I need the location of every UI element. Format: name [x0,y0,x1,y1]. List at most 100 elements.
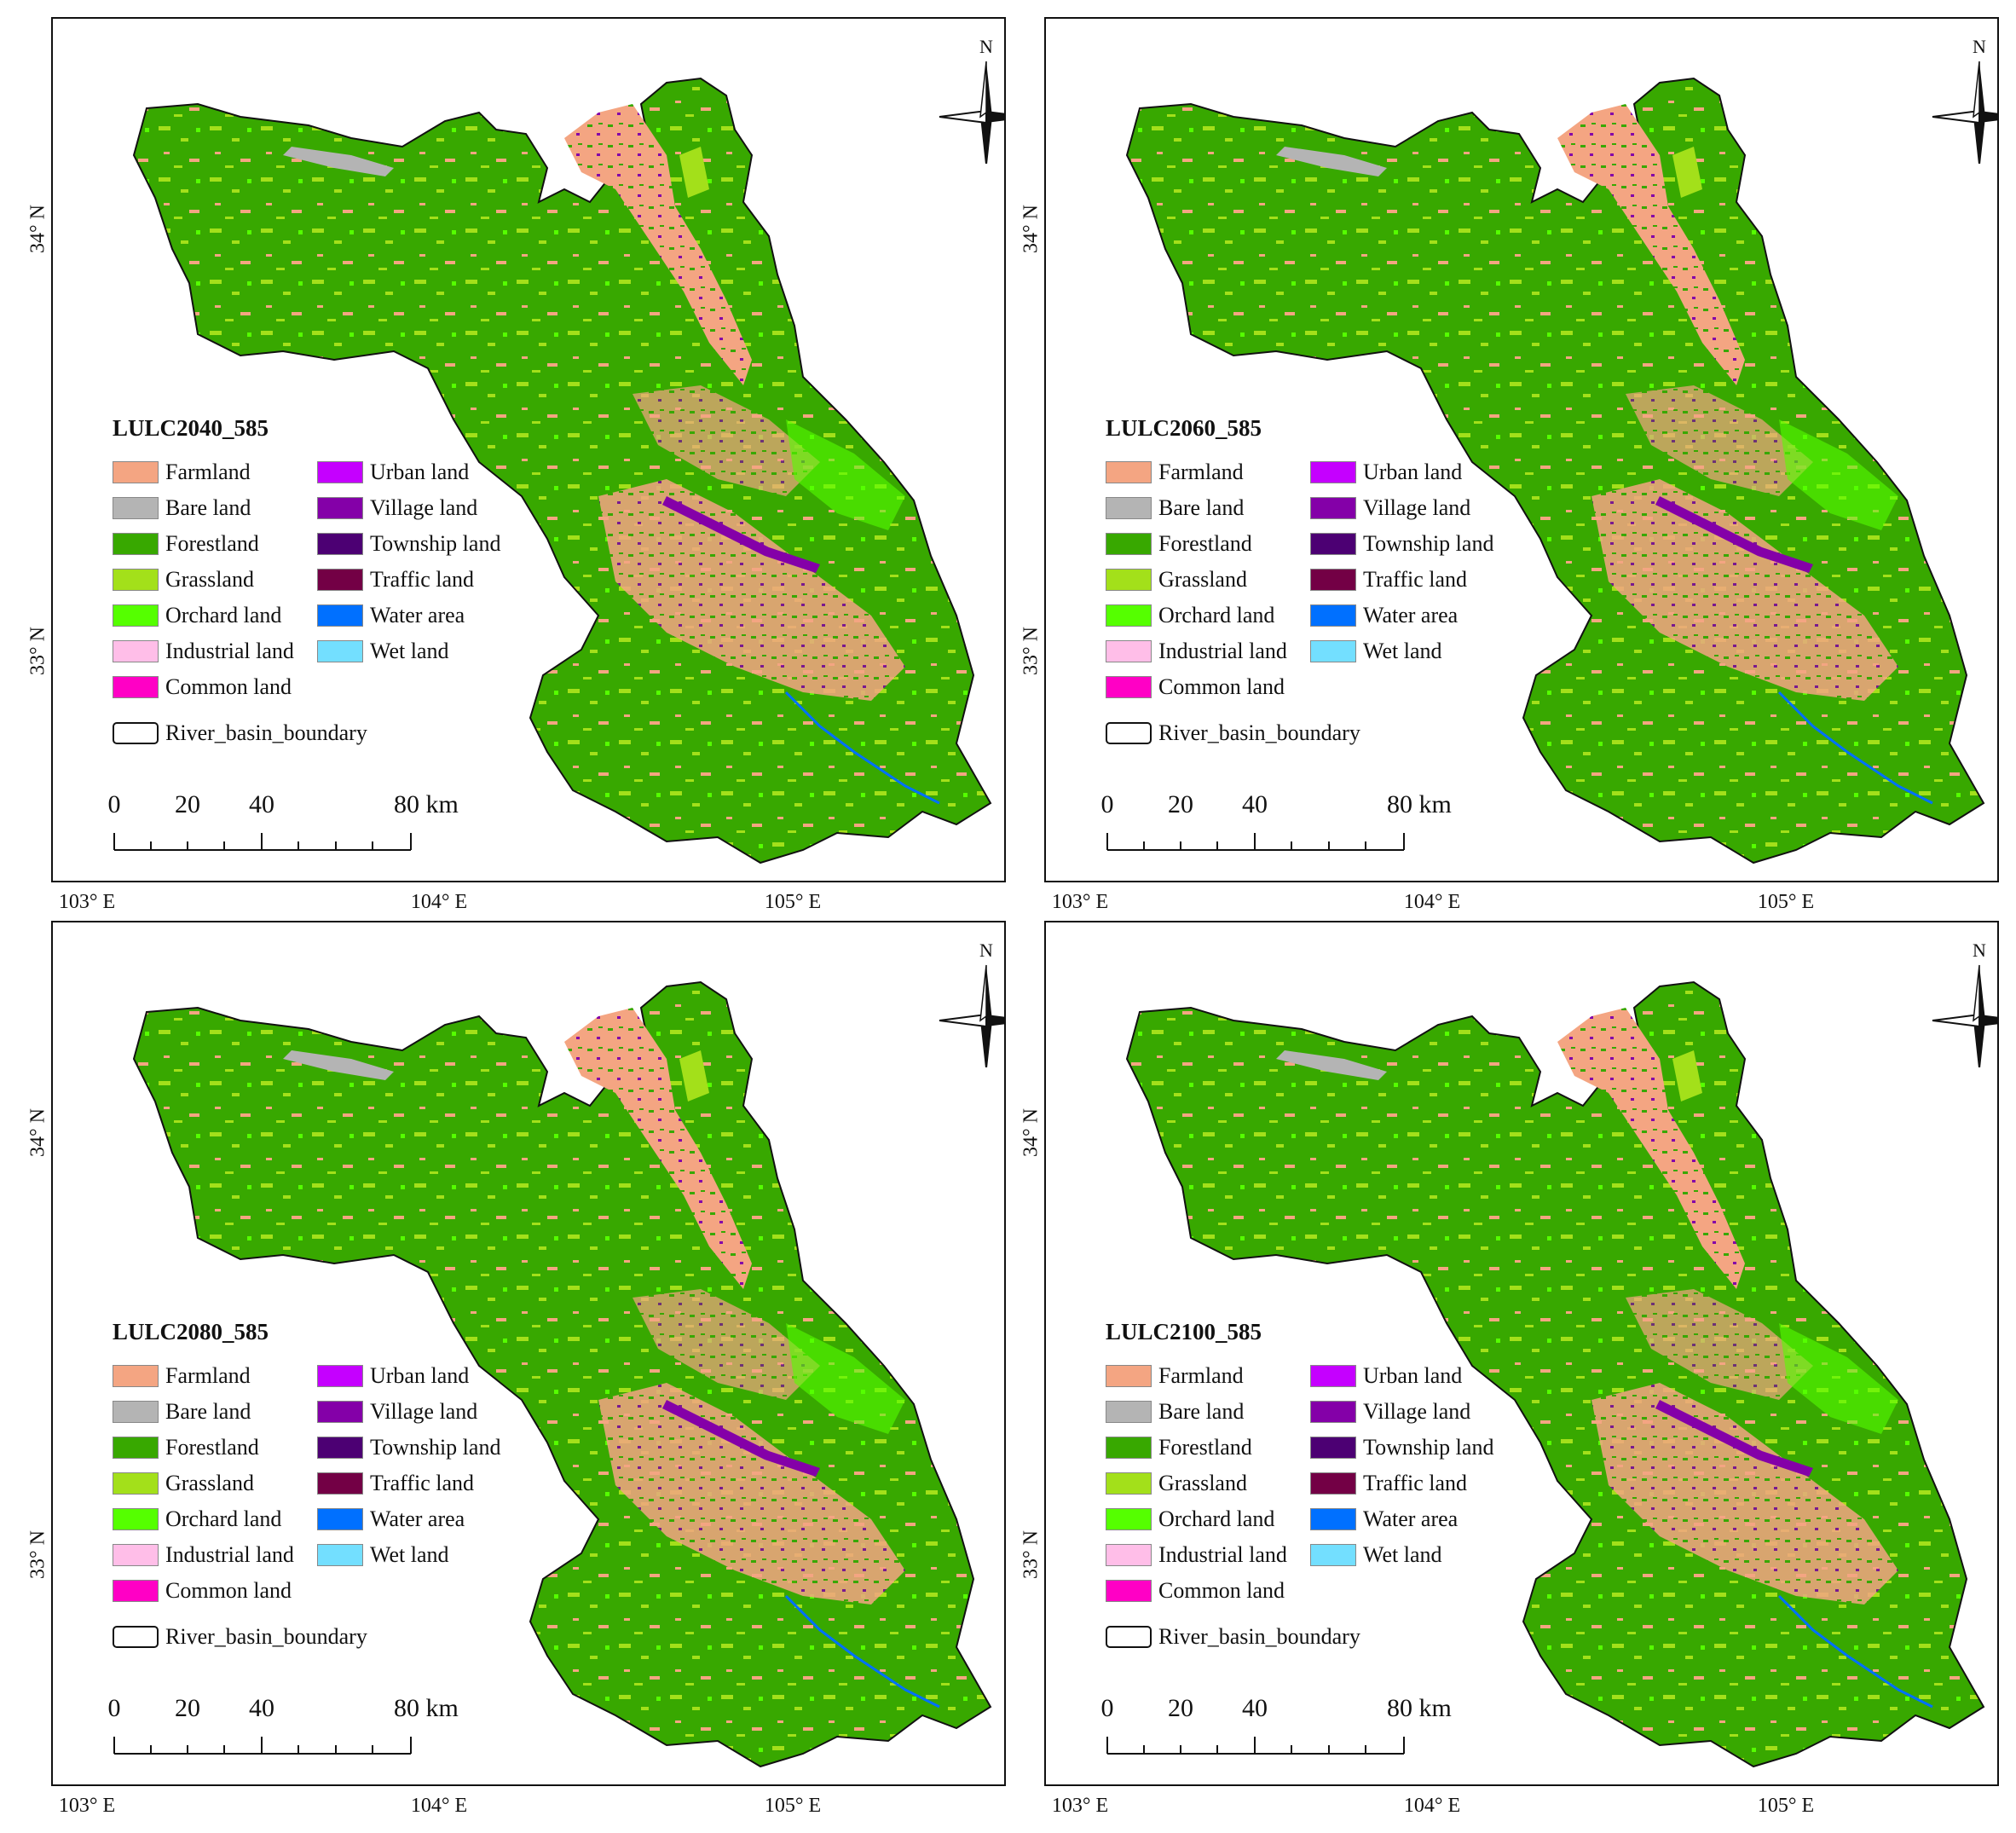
north-arrow: N [931,36,1004,172]
swatch-bare [1106,497,1152,519]
legend-item: Township land [317,526,500,562]
farmland-south [598,479,905,701]
legend-item: Common land [113,1573,294,1609]
legend-item: Grassland [1106,562,1287,598]
legend-item: Common land [113,669,294,705]
lon-label-103: 103° E [58,1795,116,1817]
swatch-industrial [1106,640,1152,662]
legend-col-right: Urban land Village land Township land Tr… [1310,454,1493,669]
legend-item: Forestland [1106,1430,1287,1466]
legend-col-left: Farmland Bare land Forestland Grassland … [113,1358,294,1609]
wetland-patch [679,1050,709,1102]
map-panel-2060: N LULC2060_585 Farmland Bare land Forest… [1010,17,2003,913]
swatch-orchard [113,1508,159,1530]
legend-item: Farmland [1106,454,1287,490]
legend-item: Wet land [317,1537,500,1573]
swatch-water [1310,1508,1356,1530]
legend-item: Orchard land [1106,598,1287,633]
swatch-grass [1106,569,1152,591]
legend-item: Farmland [1106,1358,1287,1394]
legend-item: Traffic land [1310,562,1493,598]
legend-item: Bare land [1106,490,1287,526]
lon-label-103: 103° E [1051,891,1109,913]
swatch-forest [1106,533,1152,555]
swatch-township [317,533,363,555]
legend-item: Traffic land [1310,1466,1493,1501]
legend-item: Common land [1106,1573,1287,1609]
lon-label-104: 104° E [1403,1795,1461,1817]
map-frame: N LULC2060_585 Farmland Bare land Forest… [1044,17,1999,882]
map-panel-2080: N LULC2080_585 Farmland Bare land Forest… [17,921,1010,1817]
lon-label-105: 105° E [764,1795,822,1817]
legend-title: LULC2100_585 [1106,1319,1262,1344]
compass-icon [939,61,1004,172]
legend-item: Grassland [1106,1466,1287,1501]
legend-item: Grassland [113,562,294,598]
legend-item: Forestland [113,1430,294,1466]
legend-col-left: Farmland Bare land Forestland Grassland … [1106,1358,1287,1609]
legend-item: Village land [1310,1394,1493,1430]
legend-boundary: River_basin_boundary [113,1624,367,1650]
legend-col-right: Urban land Village land Township land Tr… [317,1358,500,1573]
swatch-bare [113,497,159,519]
urban-river [1655,1400,1813,1477]
swatch-wetland [317,640,363,662]
lon-label-103: 103° E [1051,1795,1109,1817]
lat-label-34: 34° N [26,205,49,253]
legend-title: LULC2080_585 [113,1319,269,1344]
lon-label-103: 103° E [58,891,116,913]
swatch-farmland [1106,1365,1152,1387]
legend-item: Industrial land [1106,1537,1287,1573]
bare-patch [283,1050,394,1080]
swatch-common [1106,676,1152,698]
swatch-boundary [113,722,159,744]
legend-item: Water area [317,1501,500,1537]
legend-item: Forestland [113,526,294,562]
legend-item: Traffic land [317,562,500,598]
swatch-grass [113,1472,159,1495]
legend-item: Orchard land [1106,1501,1287,1537]
legend-item: Water area [1310,598,1493,633]
legend-item: Water area [317,598,500,633]
swatch-wetland [317,1544,363,1566]
urban-river [662,1400,820,1477]
farmland-center [1626,1289,1813,1400]
swatch-township [317,1437,363,1459]
legend-boundary: River_basin_boundary [1106,1624,1360,1650]
legend-item: Industrial land [113,633,294,669]
swatch-water [317,604,363,627]
scale-bar: 0 20 40 80 km [108,790,459,859]
compass-icon [1932,61,1997,172]
wetland-patch [1672,147,1702,198]
legend-item: Industrial land [113,1537,294,1573]
north-label: N [979,940,993,961]
basin-map [1125,980,1985,1768]
legend-item: Forestland [1106,526,1287,562]
north-label: N [1973,940,1986,961]
legend-item: Grassland [113,1466,294,1501]
swatch-traffic [317,1472,363,1495]
swatch-orchard [1106,604,1152,627]
compass-icon [939,964,1004,1076]
swatch-orchard [113,604,159,627]
farmland-south [1591,479,1898,701]
scale-ticks [113,1737,412,1755]
legend-item: Urban land [1310,454,1493,490]
lat-label-34: 34° N [1020,1108,1043,1157]
swatch-boundary [113,1626,159,1648]
farmland-center [1626,385,1813,496]
legend-item: Orchard land [113,598,294,633]
swatch-common [113,1580,159,1602]
lat-label-33: 33° N [1020,1530,1043,1579]
wetland-patch [1672,1050,1702,1102]
farmland-north [1557,1008,1745,1289]
legend-item: Township land [1310,1430,1493,1466]
legend-boundary: River_basin_boundary [1106,720,1360,746]
legend-item: Village land [317,490,500,526]
swatch-urban [1310,1365,1356,1387]
legend-item: Village land [317,1394,500,1430]
swatch-traffic [317,569,363,591]
swatch-bare [113,1401,159,1423]
swatch-grass [113,569,159,591]
swatch-water [317,1508,363,1530]
